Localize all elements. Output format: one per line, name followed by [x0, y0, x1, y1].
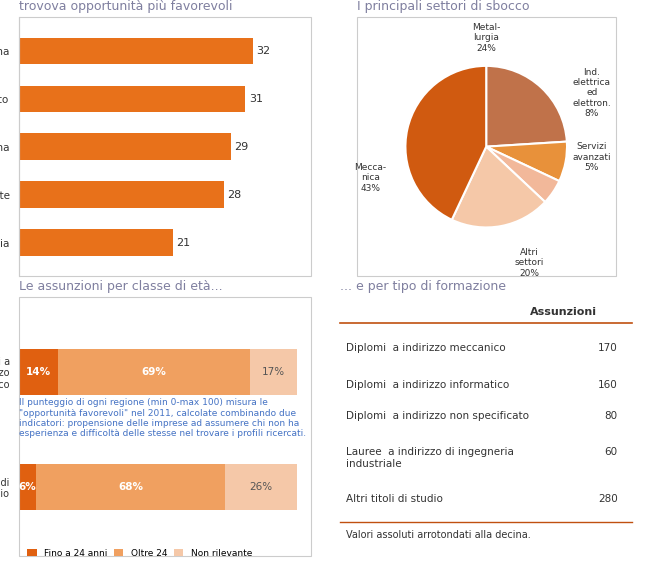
Text: 6%: 6% [19, 482, 37, 492]
Text: Servizi
avanzati
5%: Servizi avanzati 5% [573, 142, 611, 172]
Bar [19, 85, 246, 112]
Text: I principali settori di sbocco: I principali settori di sbocco [357, 0, 530, 13]
Text: 26%: 26% [250, 482, 273, 492]
Text: Valori assoluti arrotondati alla decina.: Valori assoluti arrotondati alla decina. [346, 530, 531, 540]
Text: 17%: 17% [262, 367, 285, 376]
Text: 80: 80 [604, 411, 617, 421]
Bar [19, 182, 224, 208]
Text: Lauree  a indirizzo di ingegneria
industriale: Lauree a indirizzo di ingegneria industr… [346, 447, 514, 469]
Text: Diplomi  a indirizzo informatico: Diplomi a indirizzo informatico [346, 380, 510, 390]
Text: 32: 32 [257, 46, 270, 56]
Text: ... e per tipo di formazione: ... e per tipo di formazione [341, 280, 506, 293]
Legend: Fino a 24 anni, Oltre 24, Non rilevante: Fino a 24 anni, Oltre 24, Non rilevante [24, 545, 255, 562]
Text: 280: 280 [598, 494, 617, 504]
Text: Assunzioni: Assunzioni [530, 307, 597, 317]
Text: Il punteggio di ogni regione (min 0-max 100) misura le
"opportunità favorevoli" : Il punteggio di ogni regione (min 0-max … [19, 398, 306, 438]
Text: Ind.
elettrica
ed
elettron.
8%: Ind. elettrica ed elettron. 8% [573, 68, 611, 118]
Text: Le assunzioni per classe di età...: Le assunzioni per classe di età... [19, 280, 223, 293]
Text: Mecca-
nica
43%: Mecca- nica 43% [354, 163, 386, 193]
Text: Altri titoli di studio: Altri titoli di studio [346, 494, 443, 504]
Bar [19, 464, 36, 510]
Text: Altri
settori
20%: Altri settori 20% [515, 248, 544, 277]
Text: 68%: 68% [118, 482, 143, 492]
Bar [19, 38, 253, 64]
Bar [19, 229, 172, 256]
Text: 31: 31 [249, 94, 263, 104]
Bar [225, 464, 297, 510]
Text: 29: 29 [235, 142, 249, 152]
Text: 160: 160 [598, 380, 617, 390]
Text: 28: 28 [227, 190, 241, 199]
Wedge shape [486, 142, 567, 181]
Text: 69%: 69% [142, 367, 166, 376]
Bar [19, 348, 58, 395]
Bar [250, 348, 297, 395]
Bar [19, 134, 231, 160]
Text: Metal-
lurgia
24%: Metal- lurgia 24% [472, 23, 501, 53]
Bar [58, 348, 250, 395]
Wedge shape [486, 66, 567, 147]
Text: Diplomi  a indirizzo non specificato: Diplomi a indirizzo non specificato [346, 411, 529, 421]
Text: Le regioni dove chi non ha esperienza
trovova opportunità più favorevoli: Le regioni dove chi non ha esperienza tr… [19, 0, 257, 13]
Wedge shape [451, 147, 545, 227]
Text: 60: 60 [604, 447, 617, 457]
Text: 170: 170 [598, 343, 617, 354]
Wedge shape [486, 147, 559, 202]
Text: 21: 21 [176, 238, 190, 248]
Wedge shape [406, 66, 486, 220]
Text: 14%: 14% [26, 367, 52, 376]
Bar [36, 464, 225, 510]
Text: Diplomi  a indirizzo meccanico: Diplomi a indirizzo meccanico [346, 343, 506, 354]
